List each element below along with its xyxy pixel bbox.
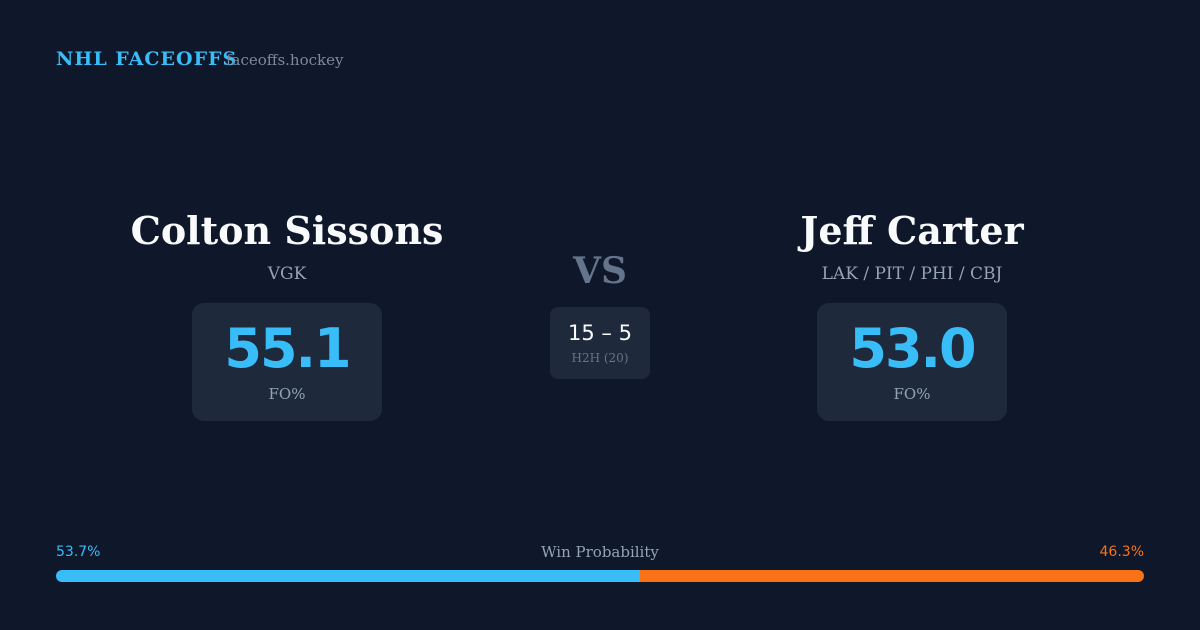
stat-card: 55.1 FO%: [192, 303, 382, 421]
player-team: VGK: [267, 264, 307, 284]
player-left: Colton Sissons VGK 55.1 FO%: [67, 205, 507, 421]
win-prob-bar: [56, 570, 1144, 582]
stat-label: FO%: [268, 385, 306, 403]
player-right: Jeff Carter LAK / PIT / PHI / CBJ 53.0 F…: [692, 205, 1132, 421]
player-team: LAK / PIT / PHI / CBJ: [821, 264, 1003, 284]
win-prob-segment: [56, 570, 641, 582]
h2h-card: 15 – 5 H2H (20): [550, 307, 650, 379]
stat-value: 53.0: [849, 317, 976, 380]
versus: VS: [573, 250, 627, 292]
win-prob-segment: [640, 570, 1144, 582]
win-prob-title: Win Probability: [541, 543, 659, 561]
stat-label: FO%: [893, 385, 931, 403]
win-prob-left: 53.7%: [56, 544, 101, 560]
player-name: Jeff Carter: [800, 208, 1024, 253]
h2h-label: H2H (20): [571, 351, 629, 365]
h2h-score: 15 – 5: [568, 321, 632, 345]
brand: NHL FACEOFFS: [56, 48, 238, 70]
site: faceoffs.hockey: [226, 51, 344, 69]
player-name: Colton Sissons: [130, 208, 444, 253]
stat-value: 55.1: [224, 317, 351, 380]
stat-card: 53.0 FO%: [817, 303, 1007, 421]
win-prob-right: 46.3%: [1099, 544, 1144, 560]
